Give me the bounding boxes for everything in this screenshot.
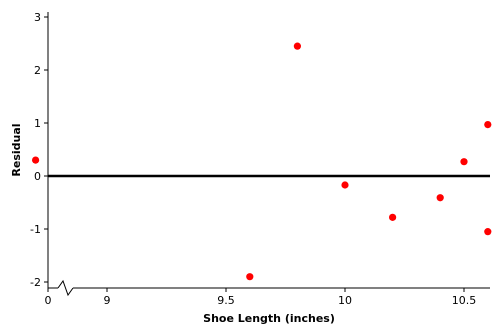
x-axis-title: Shoe Length (inches) — [203, 312, 335, 325]
y-tick-label: 3 — [34, 11, 41, 24]
data-point — [389, 213, 397, 221]
y-tick-label: -1 — [30, 223, 41, 236]
y-tick-label: 0 — [34, 170, 41, 183]
y-tick-label: -2 — [30, 276, 41, 289]
data-point — [293, 42, 301, 50]
data-point — [436, 194, 444, 202]
y-axis: -2 -1 0 1 2 3 — [30, 11, 49, 289]
data-point — [484, 228, 492, 236]
x-tick-label: 10.5 — [452, 294, 477, 307]
y-tick-label: 2 — [34, 64, 41, 77]
x-tick-label: 9.5 — [217, 294, 235, 307]
y-axis-title: Residual — [10, 123, 23, 176]
data-points — [31, 42, 492, 281]
data-point — [460, 158, 468, 166]
data-point — [31, 156, 40, 164]
data-point — [484, 120, 492, 129]
axis-break-icon — [57, 279, 74, 297]
data-point — [341, 181, 349, 189]
x-tick-label: 10 — [338, 294, 352, 307]
x-tick-label: 0 — [45, 294, 52, 307]
y-tick-label: 1 — [34, 117, 41, 130]
y-ticks: -2 -1 0 1 2 3 — [30, 11, 48, 289]
x-tick-label: 9 — [104, 294, 111, 307]
data-point — [246, 273, 254, 281]
